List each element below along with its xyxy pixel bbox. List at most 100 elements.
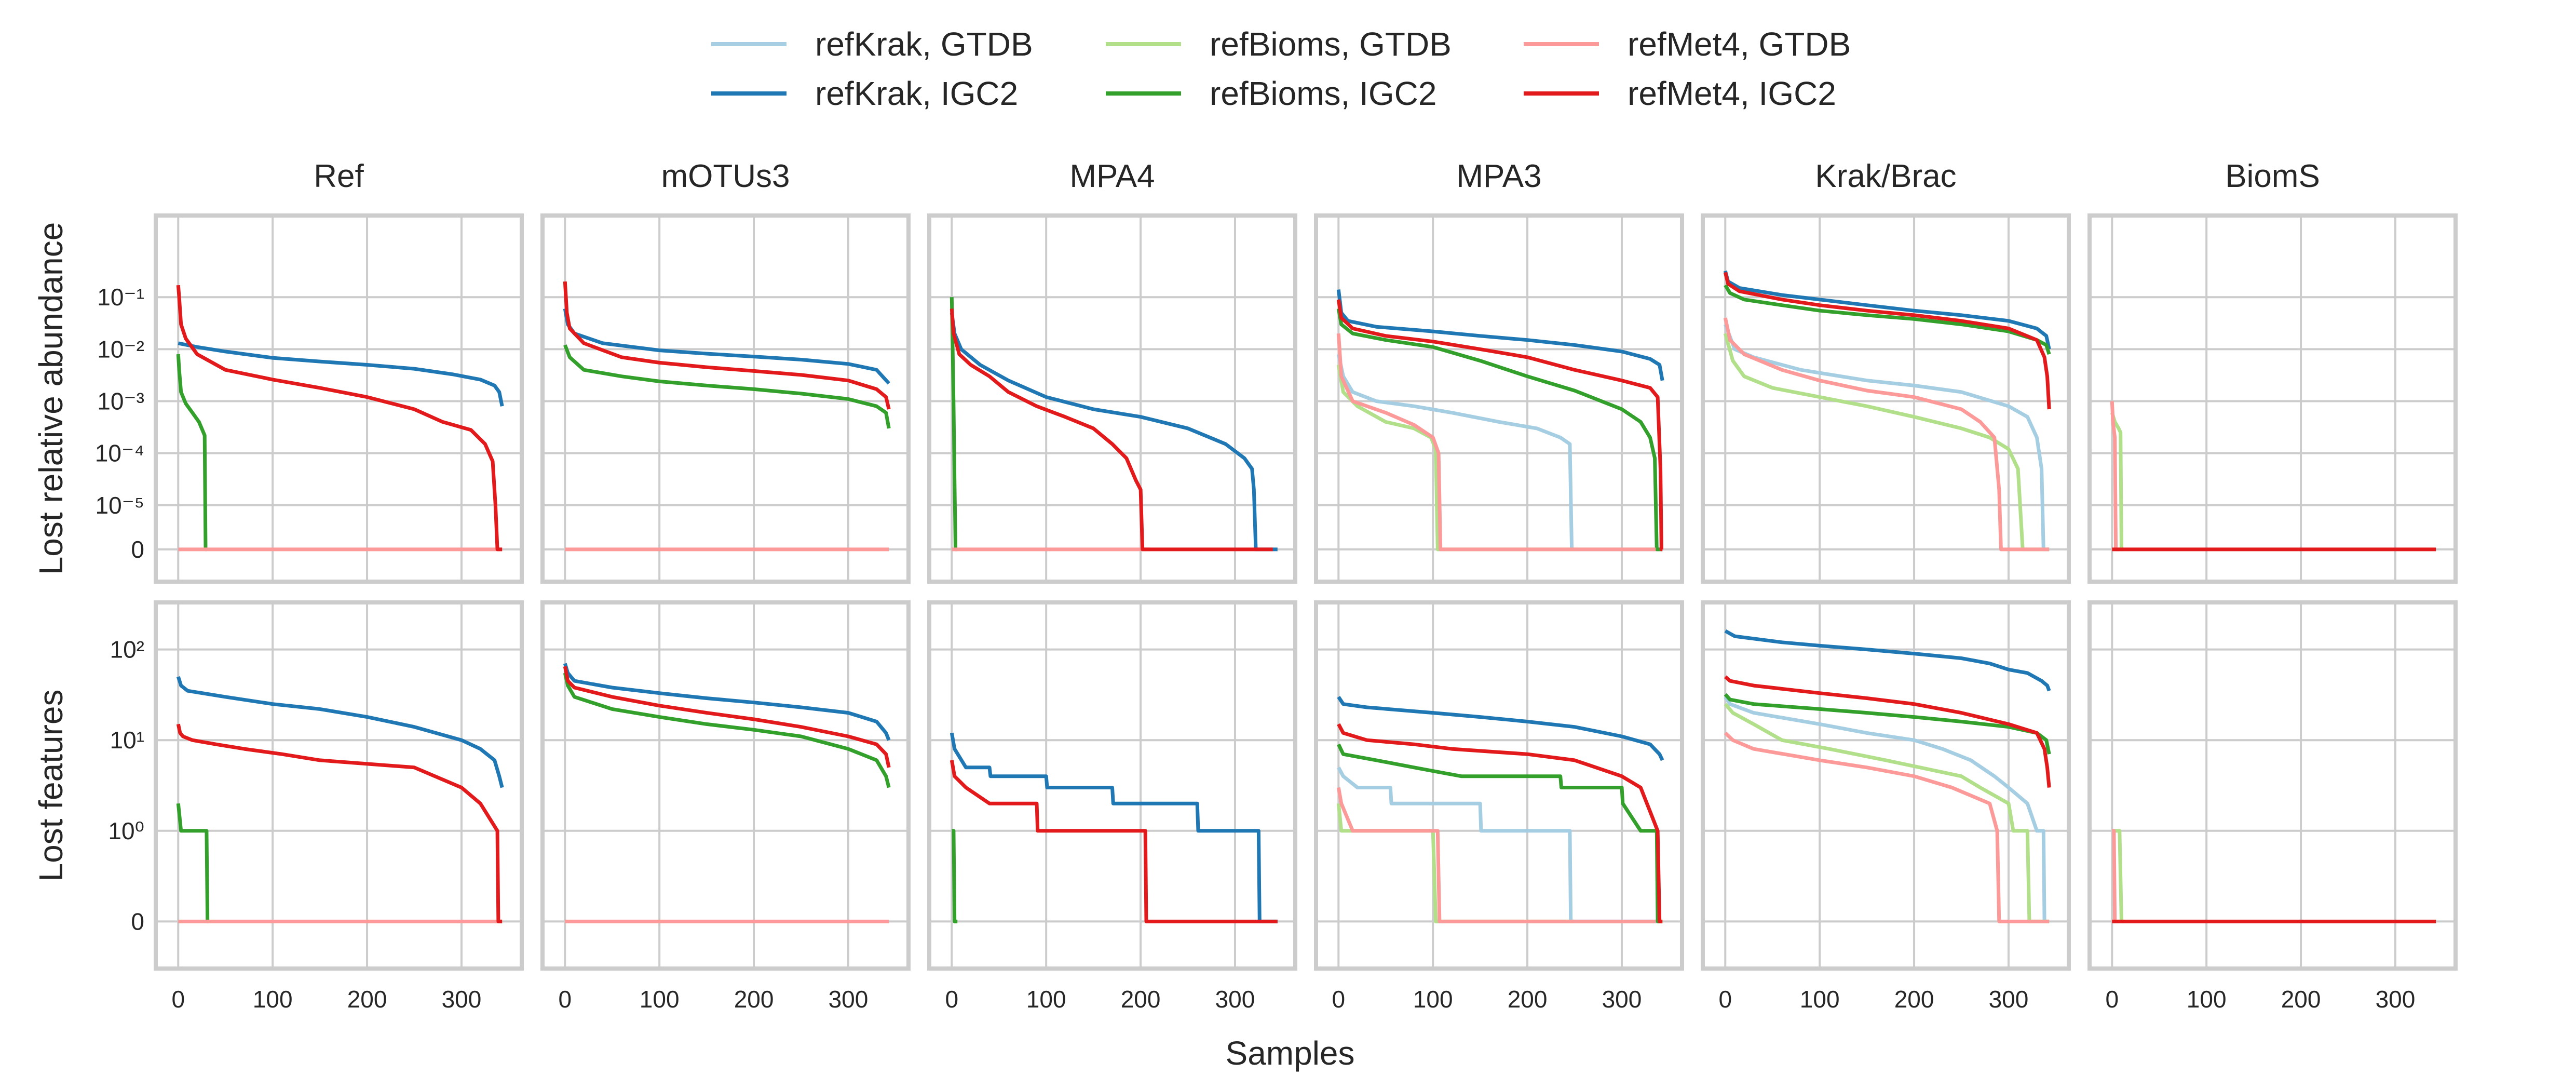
panel-bioms-abundance: BiomS: [2087, 158, 2458, 584]
panel-frame: [540, 600, 911, 971]
series-line-refbioms-igc2: [1337, 743, 1663, 923]
panel-grid: Lost relative abundance Ref 0 10⁻⁵ 10⁻⁴ 10⁻³ 1…: [32, 158, 2458, 1013]
series-line-refkrak-igc2: [950, 732, 1278, 923]
series-line-refbioms-igc2: [1724, 693, 2051, 755]
panel-mpa4-features: 0 100 200 300: [927, 600, 1297, 1013]
y-tick-label: 10⁻⁴: [95, 440, 144, 467]
gridlines: [543, 602, 909, 969]
series-line-refmet4-gtdb: [1336, 787, 1656, 923]
y-tick-label: 10⁻²: [97, 335, 144, 362]
series-line-refmet4-igc2: [176, 285, 503, 552]
series-line-refbioms-igc2: [1336, 308, 1663, 552]
legend-entry-refkrak-gtdb: refKrak, GTDB: [711, 25, 1033, 63]
x-tick-label: 100: [2187, 986, 2227, 1013]
panel-bioms-features: 0 100 200 300: [2087, 600, 2458, 1013]
panel-title: Ref: [314, 158, 364, 194]
legend-entry-refmet4-gtdb: refMet4, GTDB: [1524, 25, 1851, 63]
panel-title: BiomS: [2225, 158, 2320, 194]
panel-mpa3-abundance: MPA3: [1314, 158, 1684, 584]
gridlines: [156, 216, 522, 582]
y-tick-label: 10¹: [110, 727, 144, 754]
gridlines: [929, 216, 1295, 582]
series-line-refkrak-igc2: [1723, 270, 2051, 350]
x-tick-label: 300: [442, 986, 482, 1013]
series-line-refbioms-igc2: [952, 829, 958, 923]
series-line-refmet4-igc2: [563, 666, 891, 768]
gridlines: [1316, 216, 1682, 582]
x-tick-label: 100: [1026, 986, 1066, 1013]
x-tick-label: 100: [1413, 986, 1453, 1013]
panel-title: Krak/Brac: [1815, 158, 1956, 194]
series-line-refmet4-gtdb: [1723, 317, 2050, 552]
series-line-refmet4-gtdb: [1336, 333, 1656, 552]
legend-entry-refkrak-igc2: refKrak, IGC2: [711, 75, 1018, 112]
x-tick-label: 0: [1718, 986, 1732, 1013]
x-tick-label: 200: [1121, 986, 1161, 1013]
panel-motus3-features: 0 100 200 300: [540, 600, 911, 1013]
series-line-refmet4-igc2: [950, 760, 1278, 923]
y-tick-label: 0: [131, 908, 144, 935]
x-tick-label: 100: [253, 986, 293, 1013]
series-line-refbioms-gtdb: [1336, 803, 1575, 923]
y-tick-label: 0: [131, 536, 144, 563]
y-tick-label: 10²: [110, 636, 144, 663]
series-line-refmet4-igc2: [950, 308, 1273, 552]
series-line-refkrak-igc2: [176, 676, 504, 788]
panel-frame: [2087, 213, 2458, 584]
legend: refKrak, GTDB refKrak, IGC2 refBioms, GTDB…: [711, 25, 1851, 112]
x-tick-label: 0: [2105, 986, 2119, 1013]
series-line-refkrak-gtdb: [1336, 354, 1660, 552]
x-axis-label: Samples: [1226, 1034, 1355, 1072]
x-tick-label: 300: [1215, 986, 1255, 1013]
panel-title: MPA4: [1069, 158, 1155, 194]
x-tick-label: 200: [1894, 986, 1934, 1013]
series-line-refkrak-igc2: [563, 308, 890, 385]
y-axis-label: Lost features: [32, 690, 70, 882]
panel-frame: [1701, 600, 2071, 971]
x-tick-label: 0: [945, 986, 958, 1013]
x-tick-label: 100: [640, 986, 680, 1013]
y-tick-label: 10⁻¹: [97, 284, 144, 311]
series-line-refmet4-igc2: [563, 281, 891, 410]
x-tick-label: 200: [1508, 986, 1548, 1013]
panel-frame: [927, 213, 1297, 584]
panel-frame: [540, 213, 911, 584]
panel-ref-features: 0 10⁰ 10¹ 10² 0 100 200 300: [108, 600, 524, 1013]
series-line-refmet4-igc2: [1336, 299, 1663, 552]
series-line-refkrak-igc2: [1336, 289, 1664, 381]
x-tick-label: 200: [734, 986, 774, 1013]
panel-mpa4-abundance: MPA4: [927, 158, 1297, 584]
x-tick-label: 100: [1800, 986, 1840, 1013]
y-axis-label: Lost relative abundance: [32, 222, 70, 575]
gridlines: [1703, 216, 2069, 582]
series-line-refbioms-igc2: [176, 803, 210, 923]
series-line-refbioms-gtdb: [1336, 364, 1575, 552]
panel-krak-brac-abundance: Krak/Brac: [1701, 158, 2071, 584]
legend-entry-refbioms-igc2: refBioms, IGC2: [1106, 75, 1436, 112]
series-line-refmet4-gtdb: [1724, 731, 2050, 923]
series-line-refmet4-igc2: [176, 723, 503, 923]
panel-frame: [154, 213, 524, 584]
gridlines: [156, 602, 522, 969]
panel-ref-abundance: Ref 0 10⁻⁵ 10⁻⁴ 10⁻³ 10⁻² 10⁻¹: [95, 158, 524, 584]
series-line-refkrak-igc2: [178, 341, 504, 407]
legend-label: refKrak, IGC2: [815, 75, 1018, 112]
x-tick-label: 300: [2376, 986, 2416, 1013]
legend-entry-refmet4-igc2: refMet4, IGC2: [1524, 75, 1836, 112]
x-tick-label: 0: [558, 986, 572, 1013]
series-line-refbioms-igc2: [176, 354, 208, 552]
gridlines: [1703, 602, 2069, 969]
series-line-refkrak-gtdb: [1724, 695, 2050, 923]
panel-frame: [2087, 600, 2458, 971]
panel-frame: [1314, 600, 1684, 971]
panel-title: MPA3: [1456, 158, 1541, 194]
series-line-refkrak-igc2: [563, 663, 891, 741]
y-tick-label: 10⁻⁵: [95, 492, 144, 519]
series-line-refmet4-igc2: [1724, 675, 2051, 788]
gridlines: [2090, 602, 2456, 969]
panel-motus3-abundance: mOTUs3: [540, 158, 911, 584]
panel-frame: [154, 600, 524, 971]
legend-entry-refbioms-gtdb: refBioms, GTDB: [1106, 25, 1452, 63]
series-line-refmet4-igc2: [1337, 723, 1663, 923]
